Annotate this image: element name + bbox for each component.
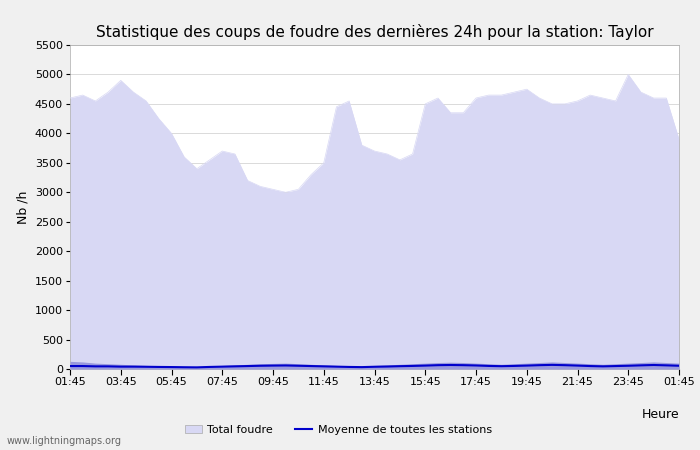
Y-axis label: Nb /h: Nb /h (16, 190, 29, 224)
Text: www.lightningmaps.org: www.lightningmaps.org (7, 436, 122, 446)
Title: Statistique des coups de foudre des dernières 24h pour la station: Taylor: Statistique des coups de foudre des dern… (96, 24, 653, 40)
Text: Heure: Heure (641, 408, 679, 421)
